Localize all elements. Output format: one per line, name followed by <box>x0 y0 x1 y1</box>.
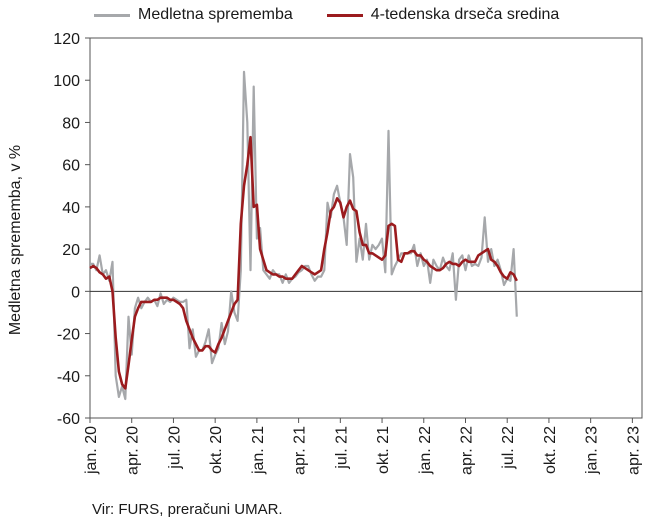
y-axis-title: Medletna sprememba, v % <box>7 144 24 336</box>
series-line-medletna <box>90 70 518 401</box>
y-tick-label: 0 <box>71 284 80 301</box>
legend-label-drseca: 4-tedenska drseča sredina <box>370 6 560 23</box>
x-tick-label: jan. 22 <box>417 426 434 475</box>
y-tick-label: 40 <box>62 200 80 217</box>
x-tick-label: apr. 23 <box>625 426 642 475</box>
y-tick-label: -40 <box>57 369 80 386</box>
legend-swatch-red <box>326 13 363 17</box>
x-tick-label: okt. 22 <box>542 426 559 474</box>
y-tick-label: 80 <box>62 115 80 132</box>
x-tick-label: jan. 21 <box>250 426 267 475</box>
x-tick-label: okt. 21 <box>375 426 392 474</box>
legend-swatch-gray <box>94 13 130 17</box>
y-tick-label: -20 <box>57 327 80 344</box>
legend-label-medletna: Medletna sprememba <box>138 6 293 23</box>
series-line-drseca <box>89 135 518 390</box>
source-note: Vir: FURS, preračuni UMAR. <box>92 501 283 518</box>
legend-item-medletna: Medletna sprememba <box>94 6 293 24</box>
x-tick-label: apr. 20 <box>125 426 142 475</box>
x-tick-label: jul. 22 <box>500 426 517 470</box>
x-tick-label: okt. 20 <box>208 426 225 474</box>
chart-legend: Medletna sprememba 4-tedenska drseča sre… <box>94 6 559 24</box>
x-tick-label: jan. 20 <box>83 426 100 475</box>
y-tick-label: 120 <box>53 31 80 48</box>
x-tick-label: jul. 20 <box>166 426 183 470</box>
x-tick-label: jul. 21 <box>333 426 350 470</box>
plot-frame <box>89 37 643 419</box>
x-tick-label: apr. 21 <box>292 426 309 475</box>
y-tick-label: 100 <box>53 73 80 90</box>
y-tick-label: 20 <box>62 242 80 259</box>
y-tick-label: 60 <box>62 158 80 175</box>
x-tick-label: jan. 23 <box>584 426 601 475</box>
x-tick-label: apr. 22 <box>458 426 475 475</box>
y-tick-label: -60 <box>57 411 80 428</box>
legend-item-drseca: 4-tedenska drseča sredina <box>326 6 560 24</box>
